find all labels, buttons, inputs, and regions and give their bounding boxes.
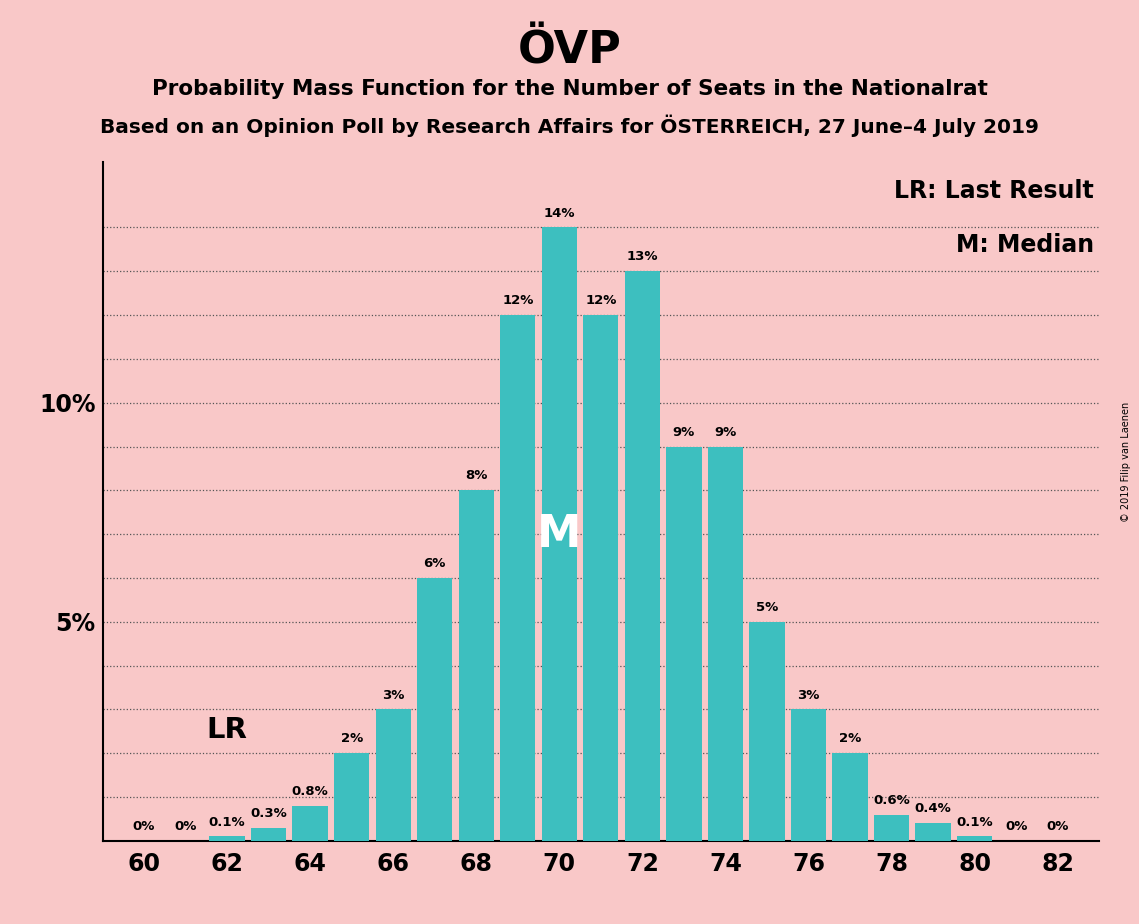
Text: 0%: 0% [174, 820, 197, 833]
Text: 14%: 14% [543, 207, 575, 220]
Bar [707, 446, 743, 841]
Text: 9%: 9% [673, 426, 695, 439]
Text: Probability Mass Function for the Number of Seats in the Nationalrat: Probability Mass Function for the Number… [151, 79, 988, 99]
Text: © 2019 Filip van Laenen: © 2019 Filip van Laenen [1121, 402, 1131, 522]
Bar [293, 806, 328, 841]
Text: 0%: 0% [1005, 820, 1027, 833]
Bar [417, 578, 452, 841]
Bar [210, 836, 245, 841]
Text: 0.3%: 0.3% [251, 807, 287, 820]
Text: 0.1%: 0.1% [957, 816, 993, 829]
Text: 0%: 0% [133, 820, 155, 833]
Text: Based on an Opinion Poll by Research Affairs for ÖSTERREICH, 27 June–4 July 2019: Based on an Opinion Poll by Research Aff… [100, 115, 1039, 137]
Bar [874, 815, 909, 841]
Bar [666, 446, 702, 841]
Bar [334, 753, 369, 841]
Text: 0%: 0% [1047, 820, 1068, 833]
Text: 0.6%: 0.6% [874, 794, 910, 807]
Text: 3%: 3% [382, 688, 404, 701]
Text: 0.4%: 0.4% [915, 802, 951, 815]
Text: 6%: 6% [424, 557, 445, 570]
Text: ÖVP: ÖVP [517, 30, 622, 73]
Text: M: M [538, 513, 582, 555]
Text: 13%: 13% [626, 250, 658, 263]
Text: 9%: 9% [714, 426, 737, 439]
Text: 3%: 3% [797, 688, 820, 701]
Text: 8%: 8% [465, 469, 487, 482]
Bar [376, 710, 411, 841]
Text: M: Median: M: Median [956, 233, 1095, 257]
Bar [624, 272, 659, 841]
Text: LR: Last Result: LR: Last Result [894, 178, 1095, 202]
Bar [916, 823, 951, 841]
Bar [251, 828, 286, 841]
Text: 0.1%: 0.1% [208, 816, 245, 829]
Bar [790, 710, 826, 841]
Text: 12%: 12% [585, 294, 616, 307]
Bar [500, 315, 535, 841]
Text: 0.8%: 0.8% [292, 784, 328, 798]
Bar [583, 315, 618, 841]
Bar [833, 753, 868, 841]
Text: 2%: 2% [838, 733, 861, 746]
Text: LR: LR [206, 716, 247, 745]
Text: 12%: 12% [502, 294, 533, 307]
Bar [957, 836, 992, 841]
Bar [749, 622, 785, 841]
Text: 5%: 5% [756, 601, 778, 614]
Text: 2%: 2% [341, 733, 363, 746]
Bar [459, 491, 494, 841]
Bar [542, 227, 577, 841]
